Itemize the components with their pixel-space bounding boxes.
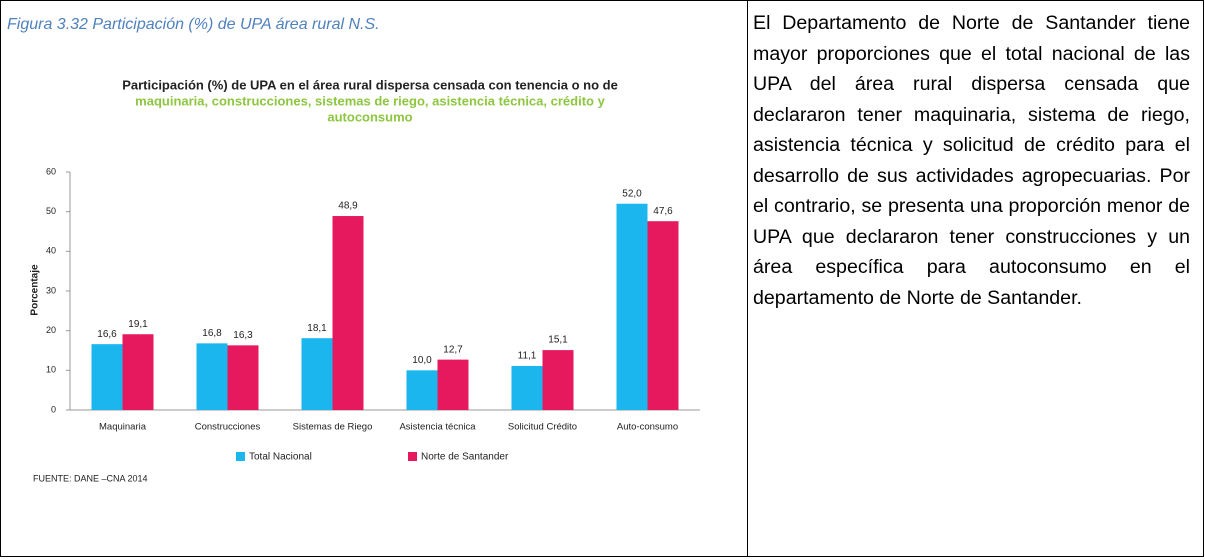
x-tick-label: Maquinaria <box>99 422 147 433</box>
y-tick-label: 0 <box>51 404 56 414</box>
y-tick-label: 10 <box>46 365 56 375</box>
bar <box>542 350 574 410</box>
value-label: 52,0 <box>622 188 642 199</box>
legend-swatch <box>236 452 245 461</box>
source: FUENTE: DANE –CNA 2014 <box>33 473 148 483</box>
legend-label: Total Nacional <box>249 452 312 463</box>
legend-label: Norte de Santander <box>421 452 509 463</box>
chart: Porcentaje FUENTE: DANE –CNA 2014 Partic… <box>30 77 700 483</box>
x-tick-label: Sistemas de Riego <box>293 422 373 433</box>
value-label: 12,7 <box>443 344 463 355</box>
bar <box>122 334 154 410</box>
value-label: 18,1 <box>307 323 327 334</box>
value-label: 19,1 <box>128 319 148 330</box>
value-label: 16,3 <box>233 330 253 341</box>
value-label: 11,1 <box>518 351 537 362</box>
text-cell: El Departamento de Norte de Santander ti… <box>747 0 1204 557</box>
legend-swatch <box>408 452 417 461</box>
bar <box>406 370 438 410</box>
value-label: 48,9 <box>338 201 358 212</box>
paragraph: El Departamento de Norte de Santander ti… <box>753 12 1190 309</box>
y-tick-label: 20 <box>46 325 56 335</box>
x-tick-label: Solicitud Crédito <box>508 422 577 433</box>
chart-title: Participación (%) de UPA en el área rura… <box>122 77 618 92</box>
bar <box>647 221 679 410</box>
y-tick-label: 50 <box>46 206 56 216</box>
value-label: 16,6 <box>97 329 117 340</box>
caption: Figura 3.32 Participación (%) de UPA áre… <box>7 16 380 33</box>
bar <box>227 345 259 410</box>
bar <box>91 344 123 410</box>
y-tick-label: 60 <box>46 166 56 176</box>
y-tick-label: 40 <box>46 246 56 256</box>
bar <box>301 338 333 410</box>
x-tick-label: Construcciones <box>195 422 261 433</box>
value-label: 15,1 <box>548 335 568 346</box>
y-tick-label: 30 <box>46 285 56 295</box>
bar <box>332 216 364 410</box>
x-tick-label: Asistencia técnica <box>399 422 476 433</box>
y-axis-label: Porcentaje <box>30 264 41 316</box>
value-label: 47,6 <box>653 206 673 217</box>
bar <box>616 203 648 410</box>
chart-title: maquinaria, construcciones, sistemas de … <box>135 93 605 108</box>
bar <box>196 343 228 410</box>
value-label: 10,0 <box>412 355 432 366</box>
value-label: 16,8 <box>202 328 222 339</box>
chart-title: autoconsumo <box>327 109 412 124</box>
bar <box>437 359 469 410</box>
x-tick-label: Auto-consumo <box>617 422 678 433</box>
bar <box>511 365 543 410</box>
